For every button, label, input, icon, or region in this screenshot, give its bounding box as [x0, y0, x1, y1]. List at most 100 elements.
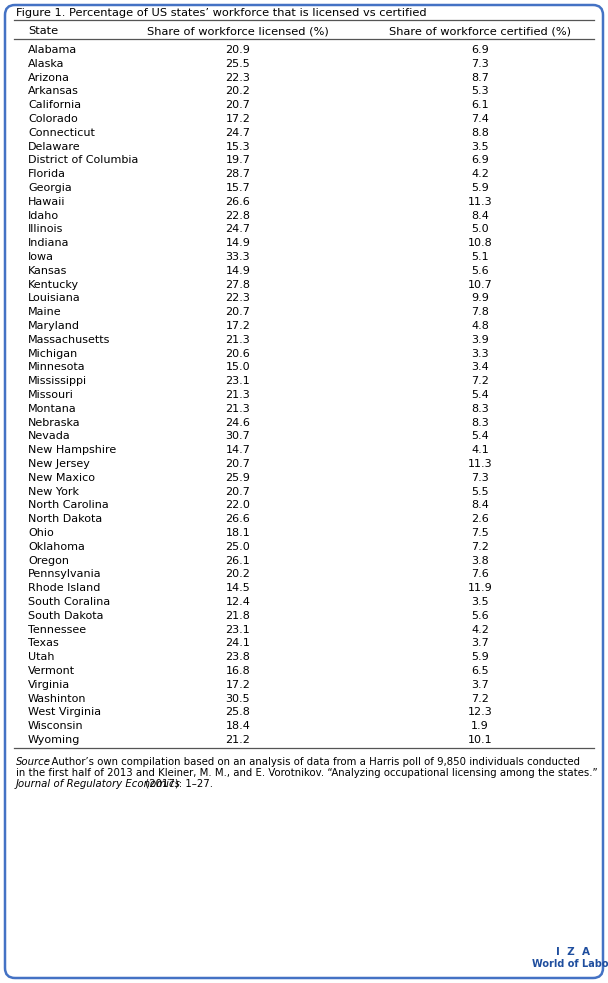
FancyBboxPatch shape — [5, 5, 603, 978]
Text: North Dakota: North Dakota — [28, 514, 102, 524]
Text: 7.8: 7.8 — [471, 308, 489, 318]
Text: 2.6: 2.6 — [471, 514, 489, 524]
Text: Arizona: Arizona — [28, 73, 70, 83]
Text: 5.3: 5.3 — [471, 87, 489, 96]
Text: Share of workforce licensed (%): Share of workforce licensed (%) — [147, 26, 329, 36]
Text: Florida: Florida — [28, 169, 66, 179]
Text: 7.2: 7.2 — [471, 542, 489, 551]
Text: 3.7: 3.7 — [471, 638, 489, 649]
Text: 27.8: 27.8 — [226, 279, 250, 290]
Text: 26.6: 26.6 — [226, 197, 250, 206]
Text: 5.4: 5.4 — [471, 432, 489, 441]
Text: West Virginia: West Virginia — [28, 708, 101, 718]
Text: Nevada: Nevada — [28, 432, 71, 441]
Text: 21.3: 21.3 — [226, 335, 250, 345]
Text: 9.9: 9.9 — [471, 293, 489, 304]
Text: 24.1: 24.1 — [226, 638, 250, 649]
Text: 8.4: 8.4 — [471, 500, 489, 510]
Text: 25.0: 25.0 — [226, 542, 250, 551]
Text: 28.7: 28.7 — [226, 169, 250, 179]
Text: Idaho: Idaho — [28, 210, 59, 220]
Text: 7.5: 7.5 — [471, 528, 489, 538]
Text: 3.5: 3.5 — [471, 142, 489, 151]
Text: Minnesota: Minnesota — [28, 363, 86, 373]
Text: 11.9: 11.9 — [468, 583, 492, 593]
Text: 8.3: 8.3 — [471, 404, 489, 414]
Text: Texas: Texas — [28, 638, 59, 649]
Text: 14.9: 14.9 — [226, 238, 250, 248]
Text: 20.2: 20.2 — [226, 569, 250, 579]
Text: 26.6: 26.6 — [226, 514, 250, 524]
Text: 3.9: 3.9 — [471, 335, 489, 345]
Text: Washinton: Washinton — [28, 694, 86, 704]
Text: New Jersey: New Jersey — [28, 459, 90, 469]
Text: South Dakota: South Dakota — [28, 610, 103, 621]
Text: I  Z  A: I Z A — [556, 947, 590, 957]
Text: North Carolina: North Carolina — [28, 500, 109, 510]
Text: 4.2: 4.2 — [471, 624, 489, 635]
Text: 7.2: 7.2 — [471, 376, 489, 386]
Text: 25.5: 25.5 — [226, 59, 250, 69]
Text: Figure 1. Percentage of US states’ workforce that is licensed vs certified: Figure 1. Percentage of US states’ workf… — [16, 8, 427, 18]
Text: Georgia: Georgia — [28, 183, 72, 193]
Text: 7.3: 7.3 — [471, 59, 489, 69]
Text: Indiana: Indiana — [28, 238, 69, 248]
Text: Connecticut: Connecticut — [28, 128, 95, 138]
Text: Colorado: Colorado — [28, 114, 78, 124]
Text: 17.2: 17.2 — [226, 321, 250, 331]
Text: 23.1: 23.1 — [226, 376, 250, 386]
Text: 3.4: 3.4 — [471, 363, 489, 373]
Text: 5.1: 5.1 — [471, 252, 489, 262]
Text: 4.1: 4.1 — [471, 445, 489, 455]
Text: 8.3: 8.3 — [471, 418, 489, 428]
Text: (2017): 1–27.: (2017): 1–27. — [142, 779, 213, 788]
Text: Maryland: Maryland — [28, 321, 80, 331]
Text: 26.1: 26.1 — [226, 555, 250, 565]
Text: 24.7: 24.7 — [226, 224, 250, 234]
Text: 4.2: 4.2 — [471, 169, 489, 179]
Text: 5.9: 5.9 — [471, 652, 489, 663]
Text: 14.7: 14.7 — [226, 445, 250, 455]
Text: 25.9: 25.9 — [226, 473, 250, 483]
Text: 5.0: 5.0 — [471, 224, 489, 234]
Text: 17.2: 17.2 — [226, 680, 250, 690]
Text: Tennessee: Tennessee — [28, 624, 86, 635]
Text: Utah: Utah — [28, 652, 55, 663]
Text: 15.7: 15.7 — [226, 183, 250, 193]
Text: 18.4: 18.4 — [226, 722, 250, 731]
Text: 21.3: 21.3 — [226, 404, 250, 414]
Text: 5.6: 5.6 — [471, 265, 489, 276]
Text: 6.9: 6.9 — [471, 155, 489, 165]
Text: 17.2: 17.2 — [226, 114, 250, 124]
Text: 21.2: 21.2 — [226, 735, 250, 745]
Text: Share of workforce certified (%): Share of workforce certified (%) — [389, 26, 571, 36]
Text: Mississippi: Mississippi — [28, 376, 87, 386]
Text: 22.3: 22.3 — [226, 293, 250, 304]
Text: Ohio: Ohio — [28, 528, 54, 538]
Text: 20.7: 20.7 — [226, 487, 250, 496]
Text: 23.8: 23.8 — [226, 652, 250, 663]
Text: 8.7: 8.7 — [471, 73, 489, 83]
Text: 15.0: 15.0 — [226, 363, 250, 373]
Text: 7.4: 7.4 — [471, 114, 489, 124]
Text: 30.5: 30.5 — [226, 694, 250, 704]
Text: State: State — [28, 26, 58, 36]
Text: Michigan: Michigan — [28, 349, 78, 359]
Text: Illinois: Illinois — [28, 224, 63, 234]
Text: 5.5: 5.5 — [471, 487, 489, 496]
Text: Vermont: Vermont — [28, 666, 75, 676]
Text: 21.8: 21.8 — [226, 610, 250, 621]
Text: 7.6: 7.6 — [471, 569, 489, 579]
Text: New York: New York — [28, 487, 79, 496]
Text: 12.4: 12.4 — [226, 597, 250, 607]
Text: 16.8: 16.8 — [226, 666, 250, 676]
Text: 5.6: 5.6 — [471, 610, 489, 621]
Text: 3.8: 3.8 — [471, 555, 489, 565]
Text: : Author’s own compilation based on an analysis of data from a Harris poll of 9,: : Author’s own compilation based on an a… — [45, 757, 580, 767]
Text: Journal of Regulatory Economics: Journal of Regulatory Economics — [16, 779, 181, 788]
Text: Arkansas: Arkansas — [28, 87, 79, 96]
Text: 18.1: 18.1 — [226, 528, 250, 538]
Text: Louisiana: Louisiana — [28, 293, 81, 304]
Text: 25.8: 25.8 — [226, 708, 250, 718]
Text: 10.7: 10.7 — [468, 279, 492, 290]
